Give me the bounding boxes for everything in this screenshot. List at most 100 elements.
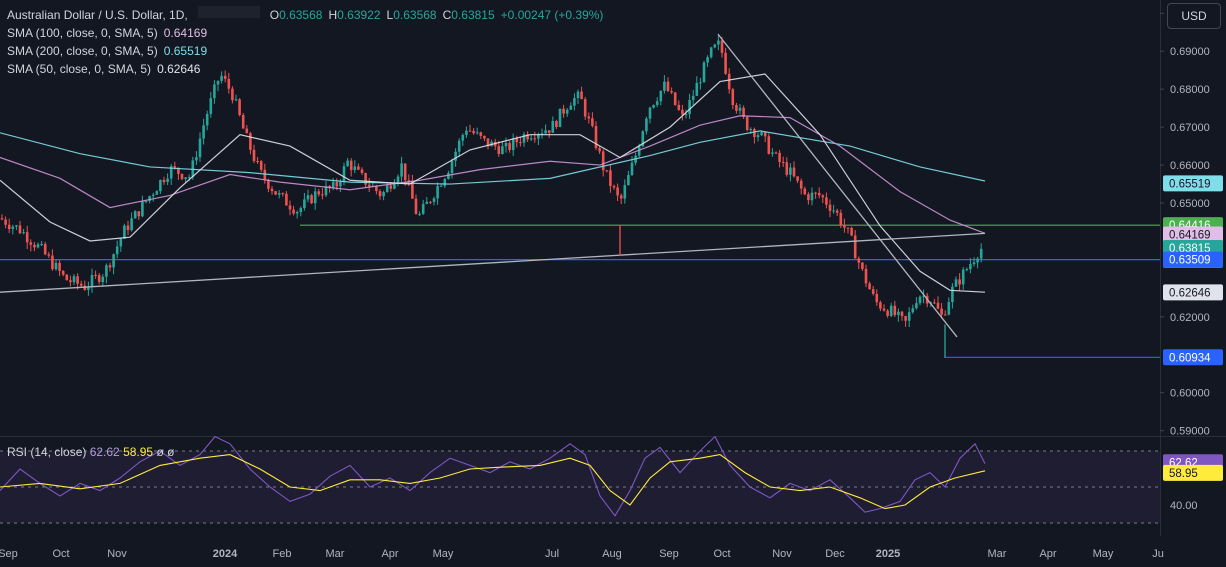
candle bbox=[976, 256, 979, 269]
candle bbox=[828, 199, 832, 218]
candle bbox=[511, 133, 515, 156]
candle bbox=[835, 208, 839, 216]
candle-body bbox=[97, 275, 101, 283]
x-tick-label: Nov bbox=[107, 548, 127, 560]
candle bbox=[61, 270, 65, 277]
candle-body bbox=[184, 177, 187, 179]
legend-sma200[interactable]: SMA (200, close, 0, SMA, 5) 0.65519 bbox=[7, 44, 208, 58]
candle bbox=[234, 94, 238, 102]
candle bbox=[778, 150, 781, 168]
candle bbox=[162, 176, 166, 185]
candle bbox=[227, 72, 231, 94]
candle-body bbox=[245, 128, 249, 134]
candle bbox=[619, 193, 623, 205]
candle bbox=[979, 243, 983, 263]
candle-body bbox=[177, 167, 180, 174]
candle-body bbox=[965, 269, 969, 271]
candle bbox=[36, 242, 40, 249]
y-tick-label: 0.68000 bbox=[1170, 84, 1210, 96]
candle-body bbox=[234, 99, 238, 101]
candle-body bbox=[317, 191, 321, 195]
candle-body bbox=[601, 151, 605, 171]
candle bbox=[799, 178, 803, 195]
x-tick-label: Ju bbox=[1152, 548, 1164, 560]
rsi-legend-value: 62.62 bbox=[89, 445, 120, 459]
candle bbox=[861, 261, 864, 272]
candle bbox=[691, 89, 695, 105]
candle-body bbox=[285, 193, 288, 206]
candle-body bbox=[90, 274, 94, 287]
candle-body bbox=[544, 130, 547, 134]
legend-sma100[interactable]: SMA (100, close, 0, SMA, 5) 0.64169 bbox=[7, 26, 208, 40]
candle-body bbox=[745, 116, 749, 130]
candle bbox=[411, 174, 414, 199]
candle-body bbox=[288, 205, 292, 210]
x-tick-label: Oct bbox=[713, 548, 730, 560]
legend-sma50[interactable]: SMA (50, close, 0, SMA, 5) 0.62646 bbox=[7, 62, 201, 76]
candle-body bbox=[429, 201, 432, 203]
candle-body bbox=[533, 138, 537, 140]
candle-body bbox=[972, 262, 976, 265]
candle bbox=[879, 300, 882, 312]
rsi-legend[interactable]: RSI (14, close) 62.62 58.95 ø ø bbox=[7, 445, 174, 459]
candle-body bbox=[767, 136, 771, 154]
candle-body bbox=[778, 152, 781, 162]
candle bbox=[969, 258, 972, 274]
candle-body bbox=[159, 179, 162, 192]
candle-body bbox=[331, 182, 335, 188]
candle-body bbox=[519, 142, 522, 144]
currency-button[interactable]: USD bbox=[1167, 3, 1221, 29]
candle-body bbox=[439, 185, 443, 187]
candle bbox=[756, 132, 760, 142]
candle-body bbox=[51, 255, 54, 270]
y-tick-label: 0.67000 bbox=[1170, 122, 1210, 134]
candle bbox=[277, 190, 281, 199]
candle-body bbox=[702, 62, 706, 83]
candle bbox=[425, 197, 429, 205]
candle bbox=[713, 43, 717, 49]
candle-body bbox=[180, 173, 184, 179]
candle-body bbox=[803, 188, 807, 195]
candle bbox=[900, 310, 904, 321]
candle bbox=[479, 131, 483, 140]
candle-body bbox=[263, 169, 267, 180]
candle-body bbox=[573, 98, 576, 106]
candle-body bbox=[933, 302, 936, 304]
candle-body bbox=[11, 226, 15, 230]
trendline bbox=[717, 33, 958, 338]
candle-body bbox=[526, 134, 529, 140]
candle-body bbox=[637, 146, 641, 156]
candle bbox=[825, 192, 828, 209]
candle bbox=[817, 187, 821, 199]
rsi-pane bbox=[0, 435, 1160, 524]
candle bbox=[461, 133, 465, 146]
candle-body bbox=[231, 88, 234, 101]
candle-body bbox=[195, 157, 198, 161]
candle bbox=[580, 86, 583, 100]
candle-body bbox=[839, 212, 843, 226]
candle bbox=[814, 191, 817, 199]
candle bbox=[583, 96, 587, 120]
candle-body bbox=[205, 113, 209, 126]
candle bbox=[310, 193, 313, 205]
x-tick-label: Dec bbox=[825, 548, 845, 560]
candle-body bbox=[385, 185, 389, 193]
x-tick-label: Apr bbox=[381, 548, 398, 560]
candle-body bbox=[861, 262, 864, 269]
candle-body bbox=[69, 280, 72, 283]
candle-body bbox=[277, 193, 281, 195]
candle-body bbox=[15, 225, 18, 227]
candle bbox=[972, 257, 976, 267]
rsi-tick-label: 40.00 bbox=[1170, 500, 1198, 512]
candle bbox=[249, 131, 252, 155]
ohlc-open: O0.63568 bbox=[269, 8, 323, 22]
candle bbox=[130, 212, 133, 232]
candle-body bbox=[443, 178, 447, 186]
price-label-bg bbox=[1163, 284, 1223, 301]
candle bbox=[51, 249, 54, 271]
candle bbox=[526, 131, 529, 142]
candle bbox=[151, 192, 155, 202]
candle-body bbox=[900, 311, 904, 317]
candle bbox=[677, 100, 681, 112]
